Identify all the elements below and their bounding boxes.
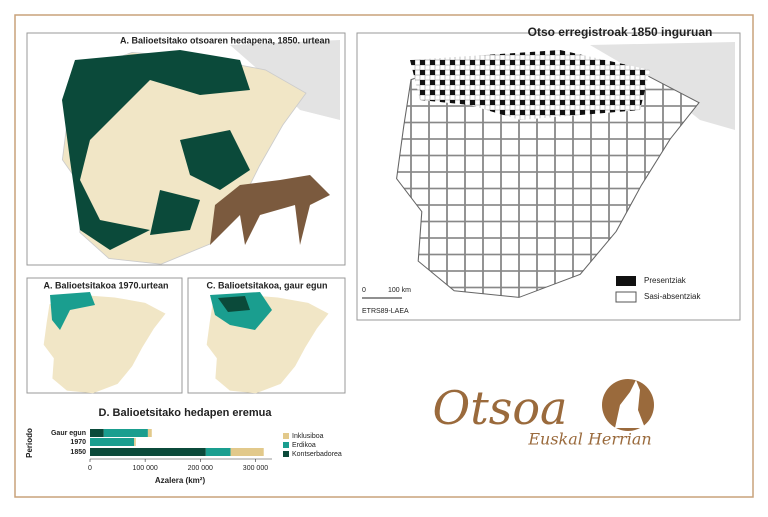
wolf — [210, 175, 330, 245]
legend-swatch — [615, 291, 637, 303]
legend-label: Sasi-absentziak — [644, 292, 701, 301]
legend-label: Presentziak — [644, 276, 687, 285]
range-area — [50, 292, 95, 330]
legend-label: Inklusiboa — [292, 433, 324, 440]
bar-segment — [90, 429, 104, 437]
logo-title: Otsoa — [433, 381, 568, 435]
legend-swatch — [283, 433, 289, 439]
scale-label: 100 km — [388, 287, 411, 294]
bar-segment — [147, 429, 152, 437]
x-tick-label: 200 000 — [188, 465, 213, 472]
frame — [14, 14, 754, 498]
x-tick-label: 300 000 — [243, 465, 268, 472]
legend-label: Kontserbadorea — [292, 451, 342, 458]
legend-label: Erdikoa — [292, 442, 316, 449]
bar-segment — [134, 438, 136, 446]
panel-title: C. Balioetsitakoa, gaur egun — [206, 280, 327, 290]
bar-segment — [90, 438, 135, 446]
legend-swatch — [283, 451, 289, 457]
scale-label: 0 — [362, 287, 366, 294]
x-axis-label: Azalera (km²) — [155, 476, 206, 485]
presence-area — [410, 50, 650, 120]
bar-segment — [103, 429, 148, 437]
panel-title: A. Balioetsitako otsoaren hedapena, 1850… — [120, 35, 330, 45]
y-tick-label: 1970 — [70, 439, 86, 446]
legend-swatch — [283, 442, 289, 448]
projection: ETRS89-LAEA — [362, 308, 409, 315]
chart-title: D. Balioetsitako hedapen eremua — [99, 407, 273, 419]
range-area — [218, 296, 250, 312]
range-area — [150, 130, 250, 235]
y-axis-label: Periodo — [25, 428, 34, 458]
bar-segment — [205, 448, 231, 456]
y-tick-label: Gaur egun — [51, 430, 86, 437]
x-tick-label: 0 — [88, 465, 92, 472]
panel-title: A. Balioetsitakoa 1970.urtean — [43, 280, 168, 290]
logo-wolf — [615, 380, 645, 428]
y-tick-label: 1850 — [70, 449, 86, 456]
land-bg — [230, 40, 340, 120]
x-tick-label: 100 000 — [132, 465, 157, 472]
legend-swatch — [616, 276, 636, 286]
bar-segment — [90, 448, 206, 456]
bar-segment — [230, 448, 264, 456]
range-area — [62, 50, 250, 250]
panel-title: Otso erregistroak 1850 inguruan — [528, 25, 713, 39]
logo-subtitle: Euskal Herrian — [527, 430, 651, 449]
